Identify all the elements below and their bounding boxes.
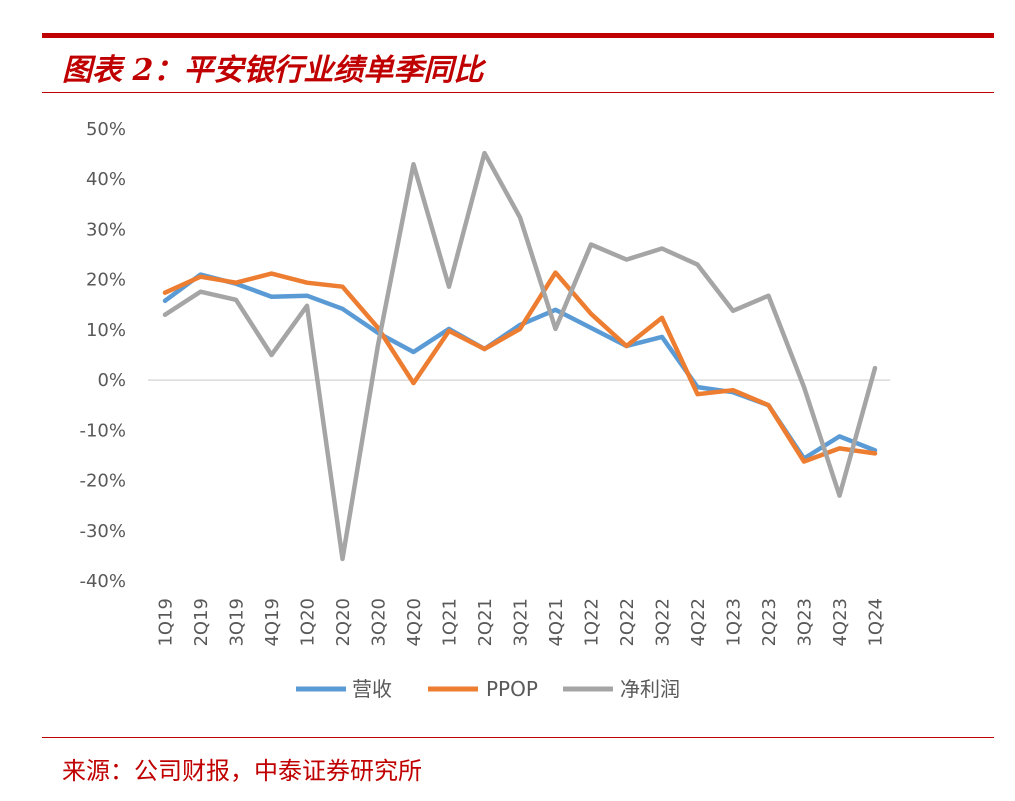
x-tick-label: 3Q20 (368, 598, 389, 647)
series-line-revenue (162, 272, 878, 461)
y-tick-label: -20% (79, 471, 126, 492)
y-tick-label: 50% (86, 119, 126, 140)
x-tick-label: 1Q24 (865, 598, 886, 647)
x-tick-label: 2Q20 (333, 598, 354, 647)
x-tick-label: 2Q19 (191, 598, 212, 647)
x-axis: 1Q19 2Q19 3Q19 4Q19 1Q20 2Q20 3Q20 4Q20 1Q21 2Q21… (155, 598, 886, 647)
x-tick-label: 3Q22 (652, 598, 673, 647)
x-tick-label: 1Q23 (723, 598, 744, 647)
y-tick-label: 40% (86, 169, 126, 190)
x-tick-label: 4Q23 (830, 598, 851, 647)
x-tick-label: 2Q21 (475, 598, 496, 647)
top-rule (42, 33, 994, 38)
x-tick-label: 4Q19 (262, 598, 283, 647)
x-tick-label: 2Q22 (617, 598, 638, 647)
x-tick-label: 3Q19 (226, 598, 247, 647)
legend: 营收 PPOP 净利润 (296, 677, 680, 701)
series-lines (162, 150, 878, 562)
figure-title: 图表 2：平安银行业绩单季同比 (62, 53, 484, 88)
legend-label: 营收 (352, 677, 392, 701)
x-tick-label: 2Q23 (759, 598, 780, 647)
x-tick-label: 4Q22 (688, 598, 709, 647)
y-axis: 50% 40% 30% 20% 10% 0% -10% -20% -30% -40% (79, 119, 126, 592)
y-tick-label: -30% (79, 521, 126, 542)
legend-label: 净利润 (620, 677, 680, 701)
x-tick-label: 1Q20 (297, 598, 318, 647)
x-tick-label: 4Q21 (546, 598, 567, 647)
title-rule (42, 92, 994, 93)
line-chart: 50% 40% 30% 20% 10% 0% -10% -20% -30% -40% 1Q19 2Q… (79, 119, 890, 701)
y-tick-label: 20% (86, 270, 126, 291)
y-tick-label: -40% (79, 571, 126, 592)
y-tick-label: 10% (86, 320, 126, 341)
x-tick-label: 3Q23 (794, 598, 815, 647)
series-line-ppop (162, 270, 878, 464)
y-tick-label: 30% (86, 219, 126, 240)
bottom-rule (42, 737, 994, 738)
source-note: 来源：公司财报，中泰证券研究所 (62, 757, 422, 785)
series-line-net-profit (162, 150, 878, 562)
y-tick-label: -10% (79, 420, 126, 441)
x-tick-label: 1Q22 (581, 598, 602, 647)
x-tick-label: 4Q20 (404, 598, 425, 647)
x-tick-label: 1Q19 (155, 598, 176, 647)
y-tick-label: 0% (97, 370, 126, 391)
x-tick-label: 3Q21 (510, 598, 531, 647)
x-tick-label: 1Q21 (439, 598, 460, 647)
legend-label: PPOP (486, 677, 538, 701)
